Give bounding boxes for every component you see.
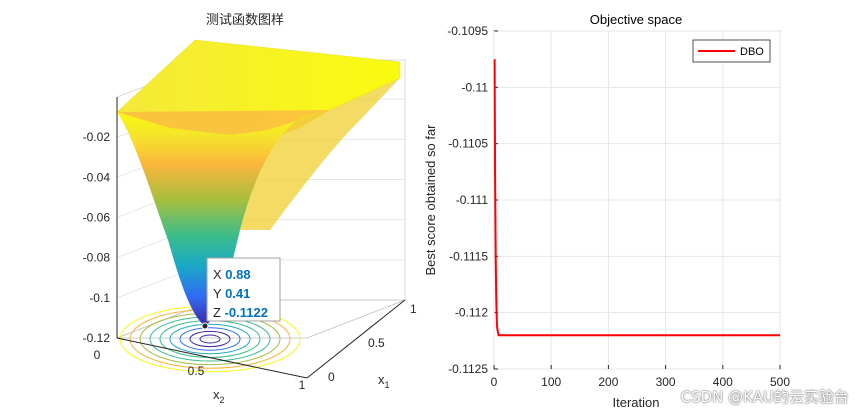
x2-axis-line: [116, 337, 308, 379]
y-tick-label: -0.11: [462, 80, 489, 94]
z-tick-label: -0.08: [83, 251, 111, 265]
x-axis-label: Iteration: [613, 395, 660, 410]
legend[interactable]: DBO: [692, 39, 771, 63]
x1-axis-line: [306, 299, 406, 379]
x-tick-label: 100: [541, 375, 561, 389]
contour-ring: [159, 320, 261, 358]
x-tick-label: 400: [713, 375, 733, 389]
datatip-z-value: -0.1122: [225, 305, 268, 320]
z-tick-label: -0.06: [83, 211, 111, 225]
contour-ring: [189, 330, 231, 348]
x-tick-label: 500: [770, 375, 790, 389]
datatip-row-x: X 0.88: [213, 267, 251, 282]
contour-ring: [179, 327, 241, 351]
y-tick-label: -0.112: [455, 306, 488, 320]
y-tick-label: -0.1125: [448, 362, 488, 376]
x-tick-label: 300: [656, 375, 676, 389]
y-tick-labels: -0.1095 -0.11 -0.1105 -0.111 -0.1115 -0.112 -0…: [447, 24, 488, 376]
x1-tick-label: 0: [328, 370, 335, 384]
datatip-row-z: Z -0.1122: [213, 305, 268, 320]
z-tick-label: -0.04: [83, 170, 111, 184]
datatip-x-value: 0.88: [225, 267, 250, 282]
x-tick-label: 0: [491, 375, 498, 389]
z-tick-label: -0.1: [89, 291, 110, 305]
y-tick-label: -0.1095: [447, 24, 488, 38]
surface-title: 测试函数图样: [206, 12, 284, 27]
x2-tick-label: 1: [299, 378, 306, 392]
x-tick-label: 200: [598, 375, 618, 389]
contour-ring: [169, 323, 251, 355]
legend-label-dbo: DBO: [740, 46, 764, 58]
x1-tick-label: 1: [410, 302, 417, 316]
contour-ring: [149, 316, 271, 362]
x2-tick-label: 0.5: [188, 364, 205, 378]
datatip-box: [206, 257, 281, 322]
watermark: CSDN @KAU的云实验台: [680, 388, 849, 406]
surface-funnel: [117, 110, 330, 326]
x1-axis-label: x1: [378, 372, 390, 390]
line-plot-title: Objective space: [590, 12, 683, 27]
datatip[interactable]: X 0.88 Y 0.41 Z -0.1122: [206, 257, 281, 322]
z-tick-labels: -0.12 -0.1 -0.08 -0.06 -0.04 -0.02: [83, 130, 111, 345]
z-tick-label: -0.12: [83, 331, 111, 345]
y-tick-label: -0.1115: [449, 249, 488, 263]
y-tick-label: -0.111: [456, 193, 489, 207]
x2-axis-label: x2: [213, 387, 225, 405]
convergence-plot: Objective space -0.1095 -0.11 -0.1105 -0.11…: [423, 12, 790, 410]
x1-tick-labels: 00.51: [328, 302, 417, 384]
x2-tick-label: 0: [94, 348, 101, 362]
dbo-series-line: [493, 59, 780, 337]
datatip-row-y: Y 0.41: [213, 286, 250, 301]
surface-right-slope: [240, 78, 400, 230]
x-tick-labels: 0 100 200 300 400 500: [491, 375, 791, 389]
line-plot-gridlines: [493, 30, 781, 370]
datatip-marker[interactable]: [201, 322, 209, 330]
x1-tick-label: 0.5: [368, 336, 385, 350]
contour-ring: [199, 334, 221, 344]
datatip-y-value: 0.41: [225, 286, 250, 301]
y-axis-label: Best score obtained so far: [423, 124, 438, 276]
z-tick-label: -0.02: [83, 130, 111, 144]
x2-tick-labels: 00.51: [94, 348, 306, 392]
surface-plot: 测试函数图样: [83, 12, 417, 405]
y-tick-label: -0.1105: [448, 137, 488, 151]
